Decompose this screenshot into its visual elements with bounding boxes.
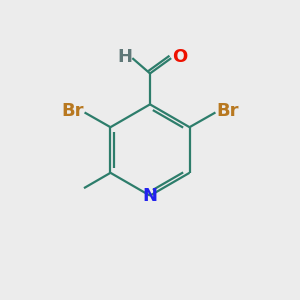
Text: N: N: [142, 187, 158, 205]
Text: Br: Br: [61, 102, 83, 120]
Text: Br: Br: [217, 102, 239, 120]
Text: H: H: [118, 48, 133, 66]
Text: O: O: [172, 48, 187, 66]
